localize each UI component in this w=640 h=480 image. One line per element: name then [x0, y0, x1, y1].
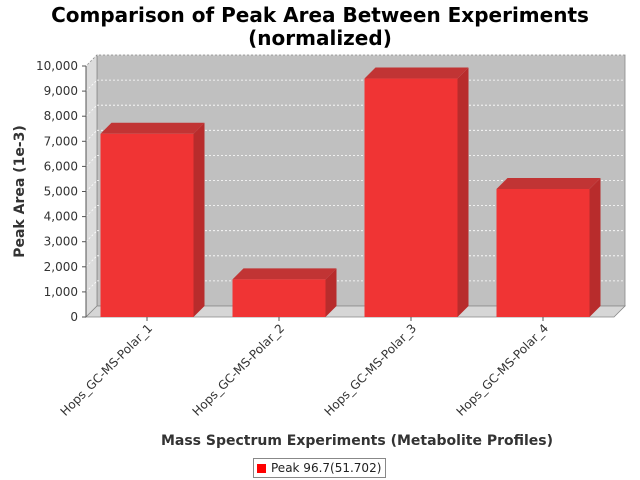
bar-side: [193, 122, 205, 318]
gridline-side: [85, 155, 98, 167]
x-axis-title: Mass Spectrum Experiments (Metabolite Pr…: [161, 433, 553, 449]
chart-subtitle: (normalized): [248, 26, 392, 50]
x-tick-label: Hops_GC-MS-Polar_3: [322, 321, 420, 419]
x-tick-label: Hops_GC-MS-Polar_2: [190, 321, 288, 419]
y-tick-label: 2,000: [44, 260, 78, 274]
y-tick-label: 3,000: [44, 235, 78, 249]
gridline-side: [85, 180, 98, 192]
bar: [100, 133, 194, 317]
y-tick-label: 10,000: [36, 59, 78, 73]
chart-title: Comparison of Peak Area Between Experime…: [51, 3, 589, 27]
x-tick-label: Hops_GC-MS-Polar_1: [58, 321, 156, 419]
bar-side: [589, 177, 601, 317]
gridline-side: [85, 230, 98, 242]
bar-top: [100, 122, 205, 134]
gridline-side: [85, 54, 98, 67]
gridline-side: [85, 205, 98, 217]
y-tick-label: 0: [70, 310, 78, 324]
y-tick-label: 1,000: [44, 285, 78, 299]
bar-top: [496, 177, 601, 189]
y-tick-label: 6,000: [44, 159, 78, 173]
bar: [496, 188, 590, 317]
bar-top: [232, 268, 337, 280]
legend-swatch: [257, 463, 266, 473]
y-tick-label: 4,000: [44, 210, 78, 224]
bar-side: [457, 67, 469, 317]
gridline-side: [85, 130, 98, 142]
y-tick-label: 9,000: [44, 84, 78, 98]
x-tick-label: Hops_GC-MS-Polar_4: [454, 321, 552, 419]
bar-top: [364, 67, 469, 79]
legend: Peak 96.7(51.702): [253, 458, 387, 478]
gridline-side: [85, 104, 98, 117]
y-axis-title: Peak Area (1e-3): [12, 125, 28, 258]
plot-left-wall: [85, 54, 98, 318]
bar: [364, 78, 458, 317]
gridline-side: [85, 255, 98, 268]
bar: [232, 279, 326, 317]
gridline-side: [85, 79, 98, 92]
y-tick-label: 8,000: [44, 109, 78, 123]
y-tick-label: 5,000: [44, 185, 78, 199]
gridline-side: [85, 280, 98, 293]
bar-side: [325, 268, 337, 317]
legend-label: Peak 96.7(51.702): [271, 461, 382, 475]
y-tick-label: 7,000: [44, 134, 78, 148]
